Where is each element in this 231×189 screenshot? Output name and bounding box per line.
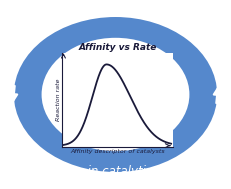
- Y-axis label: Reaction rate: Reaction rate: [56, 79, 61, 121]
- Text: Measurement: Measurement: [135, 2, 221, 43]
- Text: Application in catalytic reactions: Application in catalytic reactions: [19, 165, 212, 177]
- Ellipse shape: [14, 17, 217, 172]
- Title: Affinity vs Rate: Affinity vs Rate: [79, 43, 157, 52]
- Ellipse shape: [42, 38, 189, 151]
- X-axis label: Affinity descriptor of catalysts: Affinity descriptor of catalysts: [70, 149, 165, 154]
- Text: Concept: Concept: [27, 8, 80, 38]
